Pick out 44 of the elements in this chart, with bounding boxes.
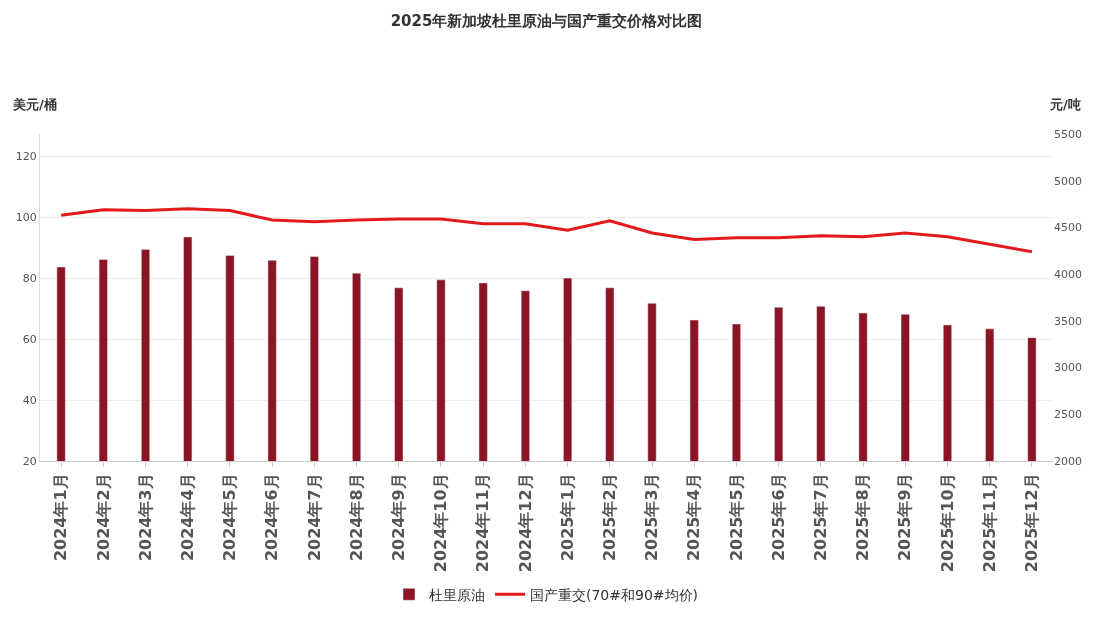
legend-label: 国产重交(70#和90#均价) (530, 586, 699, 603)
x-tick-label: 2024年10月 (431, 473, 451, 573)
y2-axis-title: 元/吨 (1049, 97, 1081, 112)
x-tick-label: 2024年7月 (304, 473, 324, 562)
y-tick-label: 100 (15, 211, 37, 225)
x-tick-label: 2025年8月 (853, 473, 873, 562)
x-tick-label: 2024年6月 (262, 473, 282, 562)
x-tick-label: 2025年2月 (600, 473, 620, 562)
x-tick-label: 2025年7月 (811, 473, 831, 562)
x-tick-label: 2024年11月 (473, 473, 493, 573)
x-tick-label: 2024年1月 (51, 473, 71, 562)
y2-tick-label: 2500 (1054, 408, 1082, 422)
x-tick-label: 2025年11月 (979, 473, 999, 573)
x-tick-label: 2025年3月 (642, 473, 662, 562)
y2-tick-label: 3500 (1054, 314, 1082, 328)
x-tick-label: 2024年8月 (346, 473, 366, 562)
x-tick-label: 2024年12月 (515, 473, 535, 573)
y-tick-label: 20 (22, 454, 37, 468)
y2-tick-label: 4500 (1054, 221, 1082, 235)
x-tick-label: 2024年9月 (388, 473, 408, 562)
y-tick-label: 80 (22, 272, 37, 286)
x-tick-label: 2025年9月 (895, 473, 915, 562)
x-tick-label: 2024年4月 (177, 473, 197, 562)
y2-tick-label: 3000 (1054, 361, 1082, 375)
x-tick-label: 2025年12月 (1022, 473, 1042, 573)
x-tick-label: 2025年1月 (557, 473, 577, 562)
x-tick-label: 2025年6月 (768, 473, 788, 562)
y-axis-title: 美元/桶 (12, 97, 57, 112)
y-tick-label: 60 (22, 333, 37, 347)
x-tick-label: 2025年4月 (684, 473, 704, 562)
y2-tick-label: 2000 (1054, 454, 1082, 468)
chart-title: 2025年新加坡杜里原油与国产重交价格对比图 (390, 12, 703, 31)
y-tick-label: 120 (15, 150, 37, 164)
x-tick-label: 2024年5月 (220, 473, 240, 562)
y2-tick-label: 4000 (1054, 267, 1082, 281)
y-tick-label: 40 (22, 393, 37, 407)
y2-tick-label: 5000 (1054, 174, 1082, 188)
x-tick-label: 2024年2月 (93, 473, 113, 562)
y2-tick-label: 5500 (1054, 127, 1082, 141)
line-series (59, 207, 1034, 254)
x-tick-label: 2025年5月 (726, 473, 746, 562)
x-tick-label: 2025年10月 (937, 473, 957, 573)
x-tick-label: 2024年3月 (135, 473, 155, 562)
legend-label: 杜里原油 (429, 586, 485, 603)
